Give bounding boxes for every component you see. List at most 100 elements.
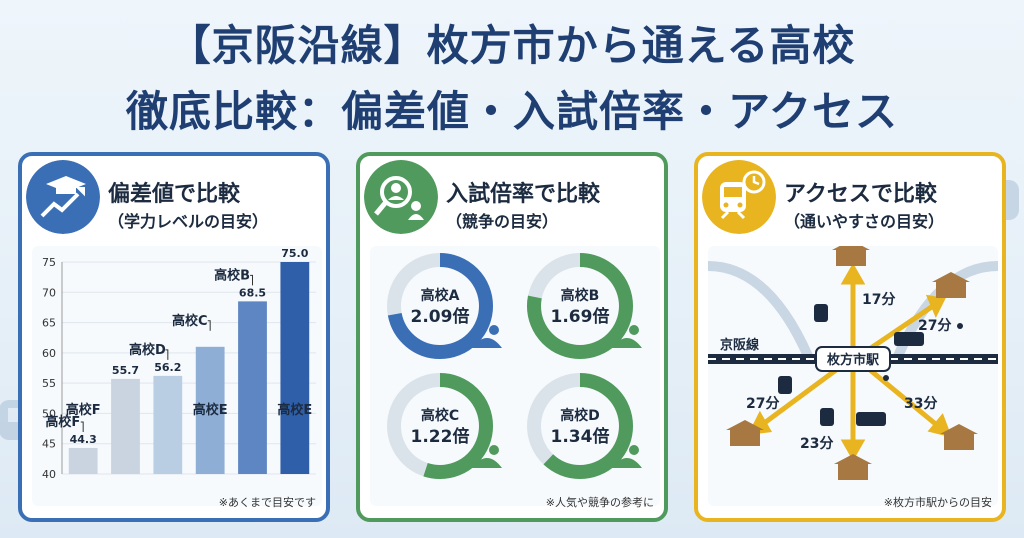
ring-arc [387,253,493,359]
people-icon [612,445,642,468]
bar-inside-label: 高校F [66,402,101,418]
school-icon [834,454,872,480]
people-head [475,325,485,335]
ring-arc [387,373,493,479]
school-icon [832,240,870,266]
ring-school-label: 高校B [561,287,600,304]
hensachi-title: 偏差値で比較 [108,182,241,207]
rail-line-nw [707,261,813,359]
people-head [629,325,639,335]
route-time: 33分 [904,396,937,412]
train-clock-icon [702,160,776,234]
train-icon [820,408,834,426]
bairitsu-chart-area: 高校A 2.09倍 高校B 1.69倍高校C 1.22倍 高校D 1.34倍 [370,246,660,506]
bar-name-label: 高校F [45,414,80,430]
bar [280,262,310,474]
ring-value-label: 2.09倍 [411,306,470,327]
page-title: 【京阪沿線】枚方市から通える高校 [168,21,856,70]
y-tick-label: 65 [42,317,56,330]
hensachi-subtitle: （学力レベルの目安） [108,212,269,231]
access-map-area: 京阪線 枚方市駅 [707,240,999,506]
walk-icon [957,323,963,329]
people-body [612,338,642,348]
bar-value-label: 44.3 [70,433,97,446]
access-note: ※枚方市駅からの目安 [883,496,992,509]
people-head [489,445,499,455]
bar-value-label: 68.5 [239,286,266,299]
page-subtitle: 徹底比較：偏差値・入試倍率・アクセス [126,87,898,136]
y-tick-label: 75 [42,256,56,269]
route-time: 23分 [800,436,833,452]
y-tick-label: 55 [42,377,56,390]
y-tick-label: 45 [42,438,56,451]
bus-icon [894,332,924,346]
access-title: アクセスで比較 [784,182,937,207]
ring-value-label: 1.69倍 [551,306,610,327]
bar-value-label: 55.7 [112,364,139,377]
bus-icon [856,412,886,426]
people-head [615,325,625,335]
school-icon [726,420,764,446]
y-tick-label: 50 [42,407,56,420]
bar [68,447,98,474]
school-icon [940,424,978,450]
leader-line [165,349,169,360]
person-search-icon [364,160,438,234]
bar-inside-label: 高校E [193,402,228,418]
bar [111,378,140,474]
people-body [472,338,502,348]
route-time: 17分 [862,292,895,308]
train-icon [778,376,792,394]
walk-icon [883,375,889,381]
people-head [615,445,625,455]
ring-value-label: 1.34倍 [551,426,610,447]
ring-value-label: 1.22倍 [411,426,470,447]
people-head [489,325,499,335]
bairitsu-subtitle: （競争の目安） [446,212,559,231]
route-time: 27分 [918,318,951,334]
bar [195,346,225,474]
y-tick-label: 70 [42,286,56,299]
train-icon [814,304,828,322]
bar [153,375,183,474]
hensachi-chart-area: 40 45 50 55 60 65 70 75 44.3 高校F 高校F 55.7 56.2 高校D 高校C… [32,228,322,506]
hensachi-panel: 偏差値で比較 （学力レベルの目安） 40 45 50 55 60 65 70 75 44.3 高校… [18,152,330,522]
bar-value-label: 75.0 [281,247,308,260]
graduation-cap-growth-icon [26,160,100,234]
bairitsu-panel: 入試倍率で比較 （競争の目安） 高校A 2.09倍 高校B 1.69倍高校C 1.22倍… [356,152,668,522]
ring-school-label: 高校C [421,407,459,424]
ring-school-label: 高校D [560,407,600,424]
bar-inside-label: 高校E [277,402,312,418]
bar [238,301,267,474]
station-box [815,346,891,372]
people-head [629,445,639,455]
bairitsu-title: 入試倍率で比較 [446,182,601,207]
y-tick-label: 40 [42,468,56,481]
ring-school-label: 高校A [421,287,460,304]
people-icon [472,325,502,348]
school-icons [726,240,978,480]
ring-arc [527,373,633,479]
bar-name-label: 高校B [214,267,250,283]
people-head [475,445,485,455]
bairitsu-note: ※人気や競争の参考に [545,496,654,509]
leader-line [80,421,84,432]
bar-name-label: 高校C [172,313,208,329]
people-icon [472,445,502,468]
ring-arc [527,253,633,359]
route-time: 27分 [746,396,779,412]
access-map: 京阪線 枚方市駅 [707,240,999,480]
station-label: 枚方市駅 [827,352,880,368]
bar-value-label: 56.2 [154,361,181,374]
bar-name-label: 高校D [129,342,166,358]
people-body [612,458,642,468]
leader-line [207,320,211,331]
leader-line [250,274,253,286]
school-icon [932,272,970,298]
people-body [472,458,502,468]
access-panel: アクセスで比較 （通いやすさの目安） 京阪線 [694,152,1006,522]
people-icon [612,325,642,348]
access-subtitle: （通いやすさの目安） [784,212,945,231]
